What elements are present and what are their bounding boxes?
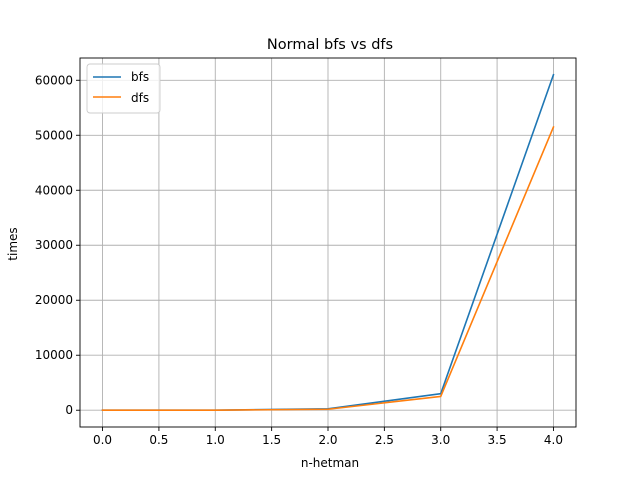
x-tick-label: 3.5 bbox=[488, 433, 507, 447]
x-tick-label: 2.0 bbox=[318, 433, 337, 447]
x-axis-ticks: 0.0 0.5 1.0 1.5 2.0 2.5 3.0 3.5 4.0 bbox=[93, 427, 563, 447]
legend-label-bfs: bfs bbox=[131, 70, 149, 84]
y-tick-label: 10000 bbox=[35, 348, 73, 362]
series-line-dfs bbox=[101, 125, 555, 412]
legend: bfs dfs bbox=[86, 63, 161, 114]
y-tick-label: 60000 bbox=[35, 73, 73, 87]
y-axis-title: times bbox=[6, 227, 20, 260]
y-tick-label: 20000 bbox=[35, 293, 73, 307]
y-tick-label: 30000 bbox=[35, 238, 73, 252]
x-tick-label: 1.0 bbox=[206, 433, 225, 447]
y-tick-label: 40000 bbox=[35, 183, 73, 197]
x-tick-label: 1.5 bbox=[262, 433, 281, 447]
y-tick-label: 50000 bbox=[35, 128, 73, 142]
x-tick-label: 0.5 bbox=[149, 433, 168, 447]
y-tick-label: 0 bbox=[65, 403, 73, 417]
legend-label-dfs: dfs bbox=[131, 91, 149, 105]
y-axis-ticks: 0 10000 20000 30000 40000 50000 60000 bbox=[35, 73, 80, 417]
x-tick-label: 4.0 bbox=[544, 433, 563, 447]
series-lines bbox=[101, 73, 555, 412]
x-tick-label: 0.0 bbox=[93, 433, 112, 447]
grid-lines bbox=[80, 58, 576, 427]
chart-title: Normal bfs vs dfs bbox=[267, 37, 393, 53]
x-axis-title: n-hetman bbox=[301, 456, 359, 470]
x-tick-label: 2.5 bbox=[375, 433, 394, 447]
x-tick-label: 3.0 bbox=[431, 433, 450, 447]
